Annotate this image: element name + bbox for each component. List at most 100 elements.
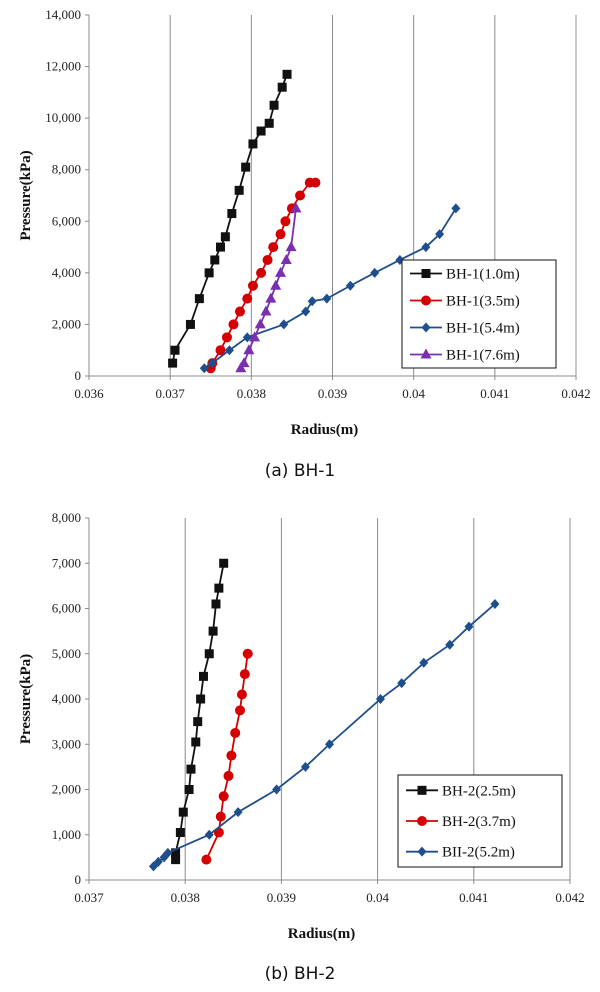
x-tick-label: 0.036 <box>74 386 104 401</box>
data-point <box>239 669 250 680</box>
data-point <box>242 648 253 659</box>
data-point <box>218 791 229 802</box>
y-tick-label: 6,000 <box>52 213 81 228</box>
legend-label: BH-1(7.6m) <box>446 348 520 364</box>
series-bh1-3 <box>235 202 302 373</box>
data-point <box>201 854 212 865</box>
x-tick-label: 0.039 <box>318 386 347 401</box>
series-line <box>171 73 288 364</box>
data-point <box>204 649 214 659</box>
y-axis-title: Pressure(kPa) <box>18 654 34 744</box>
x-tick-label: 0.04 <box>366 890 389 905</box>
y-tick-label: 4,000 <box>52 265 81 280</box>
data-point <box>238 357 250 368</box>
y-tick-label: 3,000 <box>52 736 81 751</box>
data-point <box>221 332 232 343</box>
legend-marker <box>417 785 427 795</box>
legend-label: BII-2(5.2m) <box>442 845 515 861</box>
chart-bh2: 0 1,000 2,000 3,000 4,000 5,000 6,000 7,000 8,00… <box>18 510 585 942</box>
series-bh1-1 <box>205 177 321 374</box>
data-point <box>249 331 261 342</box>
data-point <box>397 678 407 689</box>
y-axis-title: Pressure(kPa) <box>18 150 34 240</box>
data-point <box>219 558 229 568</box>
legend-label: BH-2(2.5m) <box>442 783 516 799</box>
data-point <box>277 82 287 92</box>
data-point <box>270 279 282 290</box>
data-point <box>375 694 385 704</box>
caption-bh2: (b) BH-2 <box>265 964 336 984</box>
data-point <box>285 241 297 252</box>
data-point <box>307 296 317 307</box>
data-point <box>234 306 245 317</box>
data-point <box>171 848 181 858</box>
y-tick-label: 2,000 <box>52 782 81 797</box>
data-point <box>171 855 181 865</box>
data-point <box>242 332 252 343</box>
chart-bh1: 0 2,000 4,000 6,000 8,000 10,000 12,000 14,000 0… <box>18 7 591 438</box>
y-tick-label: 8,000 <box>52 510 81 525</box>
caption-bh1: (a) BH-1 <box>265 461 335 481</box>
x-tick-label: 0.04 <box>402 386 425 401</box>
legend-marker <box>420 348 432 359</box>
series-bh2-2 <box>148 598 500 872</box>
x-tick-label: 0.038 <box>171 890 200 905</box>
legend: BH-2(2.5m) BH-2(3.7m) BII-2(5.2m) <box>397 774 563 868</box>
y-tick-label: 12,000 <box>45 59 81 74</box>
data-point <box>275 266 287 277</box>
data-point <box>279 319 289 330</box>
data-point <box>230 727 241 738</box>
data-point <box>163 847 173 858</box>
data-point <box>280 253 292 264</box>
legend-marker <box>421 269 431 278</box>
data-point <box>419 657 429 668</box>
data-point <box>196 694 206 704</box>
x-axis-title: Radius(m) <box>288 926 356 942</box>
data-point <box>199 363 209 374</box>
data-point <box>295 190 306 201</box>
y-tick-label: 6,000 <box>52 601 81 616</box>
data-point <box>224 345 234 356</box>
data-point <box>262 254 273 265</box>
data-point <box>248 139 258 149</box>
legend-marker <box>421 295 431 306</box>
data-point <box>204 829 214 840</box>
data-point <box>236 689 247 700</box>
data-point <box>215 811 226 822</box>
legend-label: BH-1(3.5m) <box>446 294 520 310</box>
data-point <box>421 242 431 253</box>
y-tick-label: 4,000 <box>52 691 81 706</box>
data-point <box>268 242 279 253</box>
legend-item: BH-1(1.0m) <box>410 267 520 283</box>
data-point <box>435 229 445 240</box>
series-bh2-1 <box>201 648 253 865</box>
data-point <box>256 126 266 136</box>
legend-item: BH-1(3.5m) <box>410 294 520 310</box>
series-bh2-0 <box>171 558 229 865</box>
data-point <box>215 345 226 356</box>
data-point <box>254 318 266 329</box>
data-point <box>227 209 237 219</box>
y-tick-label: 8,000 <box>52 162 81 177</box>
data-point <box>193 717 203 727</box>
y-tick-label: 10,000 <box>45 110 81 125</box>
data-point <box>185 319 195 329</box>
data-point <box>322 293 332 304</box>
data-point <box>235 705 246 716</box>
data-point <box>242 293 253 304</box>
data-point <box>301 306 311 317</box>
legend-item: BH-1(7.6m) <box>410 348 520 364</box>
data-point <box>204 268 214 278</box>
data-point <box>186 764 196 774</box>
y-tick-label: 5,000 <box>52 646 81 661</box>
data-point <box>247 280 258 291</box>
data-point <box>275 229 286 240</box>
data-point <box>207 358 217 369</box>
x-tick-label: 0.037 <box>74 890 104 905</box>
data-point <box>345 280 355 291</box>
legend-marker <box>421 322 431 333</box>
legend-item: BH-2(3.7m) <box>406 814 516 830</box>
data-point <box>215 242 225 252</box>
legend-label: BH-1(5.4m) <box>446 321 520 337</box>
data-point <box>256 267 267 278</box>
